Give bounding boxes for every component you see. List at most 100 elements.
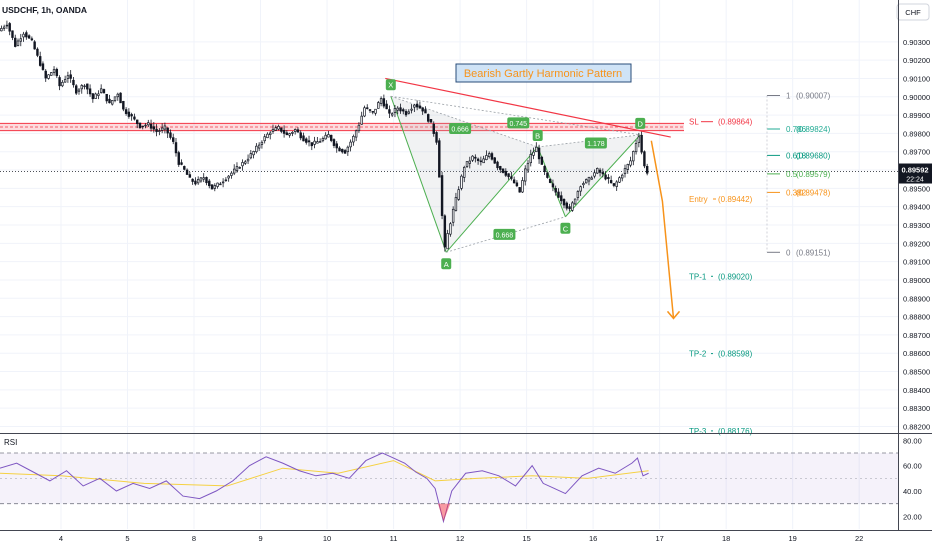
candle-up [313, 140, 316, 145]
trade-level-name: SL [689, 118, 699, 127]
candle-down [438, 140, 441, 178]
price-tick-label: 0.90200 [903, 56, 930, 65]
candle-up [263, 136, 266, 142]
candle-down [282, 130, 286, 134]
candle-down [546, 172, 549, 178]
ratio-badge [493, 228, 516, 240]
candle-up [352, 136, 355, 143]
pattern-point-badge [385, 79, 396, 91]
candle-down [507, 173, 510, 178]
candle-up [377, 102, 380, 109]
candle-up [634, 143, 638, 153]
candle-down [504, 170, 508, 176]
pattern-point-label: X [388, 81, 393, 90]
candle-down [510, 176, 513, 179]
candle-up [232, 168, 236, 174]
time-tick-label: 11 [390, 534, 398, 543]
candle-down [338, 147, 341, 152]
candle-down [72, 79, 75, 86]
candle-down [415, 103, 419, 108]
ratio-label: 1.178 [587, 141, 605, 148]
pattern-ratio-connector [446, 216, 566, 253]
pattern-point-badge [441, 258, 452, 270]
symbol-header: USDCHF, 1h, OANDA [2, 5, 87, 15]
candle-down [402, 109, 405, 112]
candle-down [335, 143, 338, 149]
currency-button[interactable]: CHF [896, 3, 930, 21]
candle-up [77, 89, 81, 92]
candle-down [124, 109, 128, 114]
candle-series [0, 20, 649, 252]
fib-ratio-label: 0 [786, 248, 791, 257]
candle-down [612, 183, 616, 186]
candle-up [227, 175, 230, 179]
rsi-pane: RSI 80.00 60.00 40.00 20.00 [0, 436, 922, 524]
candle-up [354, 130, 358, 138]
candle-down [166, 127, 169, 134]
candle-up [160, 127, 164, 131]
candle-down [135, 119, 139, 124]
current-price-value: 0.89592 [901, 166, 928, 175]
candle-up [47, 74, 50, 79]
candle-down [341, 148, 344, 153]
candle-down [543, 166, 546, 172]
price-tick-label: 0.90100 [903, 74, 930, 83]
rsi-tick-label: 20.00 [903, 512, 922, 521]
candle-down [404, 111, 408, 116]
price-tick-label: 0.89300 [903, 221, 930, 230]
candle-down [208, 180, 211, 187]
candle-down [476, 158, 480, 161]
pattern-point-label: D [638, 119, 644, 128]
price-tick-label: 0.89500 [903, 184, 930, 193]
candle-down [607, 177, 610, 180]
candle-up [632, 151, 635, 162]
fib-ratio-label: 0.618 [786, 151, 807, 160]
ratio-badge [507, 117, 530, 129]
candle-up [451, 208, 455, 223]
candle-up [277, 125, 280, 130]
fib-ratio-label: 0.5 [786, 170, 798, 179]
candle-down [130, 114, 133, 117]
candle-up [529, 154, 532, 164]
candle-up [216, 182, 219, 187]
pattern-point-badge [635, 117, 646, 129]
candle-up [22, 33, 25, 38]
price-tick-label: 0.90300 [903, 38, 930, 47]
rsi-ma-line [0, 460, 649, 487]
candle-down [41, 63, 45, 70]
price-axis[interactable]: 0.90300 0.90200 0.90100 0.90000 0.89900 0.898… [903, 38, 930, 432]
fib-value-label: (0.89680) [796, 151, 831, 160]
fib-value-label: (0.89579) [796, 170, 831, 179]
candle-up [246, 158, 250, 162]
pattern-ratio-connector [390, 95, 538, 148]
candle-down [501, 168, 505, 173]
candle-down [152, 126, 156, 130]
candle-up [573, 198, 577, 205]
candle-up [413, 104, 416, 108]
candle-up [321, 138, 325, 142]
candle-down [366, 107, 369, 109]
current-price-label: 0.89592 22:24 [899, 163, 932, 184]
candle-down [332, 139, 336, 146]
candle-down [58, 77, 61, 87]
candle-down [343, 150, 347, 154]
candle-down [604, 174, 607, 180]
candle-up [2, 26, 6, 29]
time-axis[interactable]: 4 5 8 9 10 11 12 15 16 17 18 19 22 [59, 534, 863, 543]
price-tick-label: 0.89900 [903, 111, 930, 120]
candle-down [479, 160, 483, 163]
pattern-point-label: B [535, 131, 540, 140]
candle-up [637, 136, 641, 143]
candle-down [75, 85, 78, 94]
price-tick-label: 0.88900 [903, 294, 930, 303]
ratio-label: 0.745 [510, 121, 528, 128]
candle-up [576, 191, 580, 198]
title-box[interactable]: Bearish Gartly Harmonic Pattern [455, 63, 632, 83]
candle-down [568, 206, 571, 210]
candle-down [499, 166, 502, 170]
candle-down [133, 116, 136, 120]
candle-down [33, 41, 36, 50]
pattern-leg-xa [390, 96, 447, 253]
candle-down [188, 174, 192, 178]
